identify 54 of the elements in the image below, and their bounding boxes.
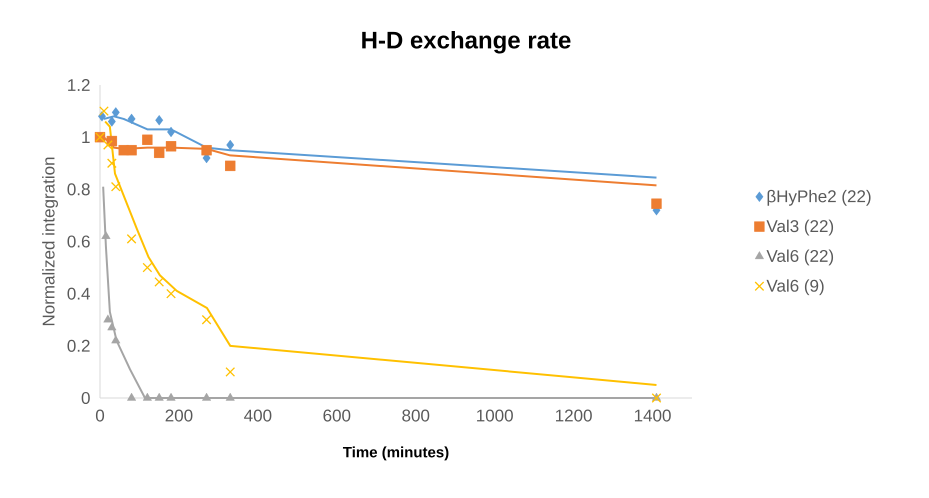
- point: [103, 314, 112, 322]
- y-axis-title: Normalized integration: [42, 158, 58, 326]
- point: [154, 392, 164, 401]
- point: [201, 145, 212, 156]
- legend-label: Val6 (22): [766, 250, 834, 266]
- point: [226, 392, 235, 401]
- y-tick-label: 0.8: [67, 183, 90, 196]
- x-tick-label: 1200: [556, 410, 592, 422]
- point: [128, 114, 136, 124]
- point: [142, 392, 152, 401]
- point: [127, 392, 136, 401]
- point: [154, 277, 164, 287]
- point: [112, 107, 120, 118]
- point: [154, 148, 164, 158]
- x-tick-label: 1000: [477, 410, 513, 422]
- y-tick-label: 0: [82, 392, 90, 404]
- point: [651, 198, 662, 209]
- chart-title: H-D exchange rate: [362, 30, 571, 54]
- x-axis-title: Time (minutes): [342, 446, 448, 460]
- point: [155, 115, 164, 126]
- point: [108, 116, 116, 127]
- point: [99, 106, 109, 116]
- point: [202, 314, 212, 325]
- y-tick-label: 1.2: [68, 79, 90, 91]
- point: [106, 158, 117, 168]
- point: [110, 182, 121, 192]
- point: [225, 160, 236, 172]
- point: [166, 141, 176, 152]
- y-tick-label: 0.6: [67, 235, 90, 248]
- point: [202, 392, 212, 401]
- point: [226, 140, 234, 150]
- point: [126, 234, 136, 244]
- x-tick-label: 1400: [634, 410, 671, 422]
- point: [225, 367, 236, 377]
- point: [103, 140, 113, 150]
- point: [101, 231, 110, 239]
- point: [167, 126, 175, 138]
- y-tick-label: 0.2: [67, 340, 90, 352]
- point: [107, 322, 116, 330]
- y-tick-label: 0.4: [67, 288, 90, 300]
- legend-label: Val3 (22): [766, 220, 834, 236]
- y-tick-label: 1: [82, 131, 90, 144]
- point: [166, 392, 176, 401]
- point: [142, 262, 152, 272]
- legend-label: βHyPhe2 (22): [768, 190, 871, 206]
- x-tick-label: 400: [244, 410, 272, 422]
- x-tick-label: 0: [96, 410, 104, 422]
- x-tick-label: 200: [166, 410, 192, 422]
- point: [142, 134, 153, 145]
- point: [126, 145, 137, 156]
- x-tick-label: 800: [402, 410, 430, 422]
- point: [166, 288, 176, 299]
- x-tick-label: 600: [323, 410, 350, 422]
- legend-label: Val6 (9): [766, 279, 824, 296]
